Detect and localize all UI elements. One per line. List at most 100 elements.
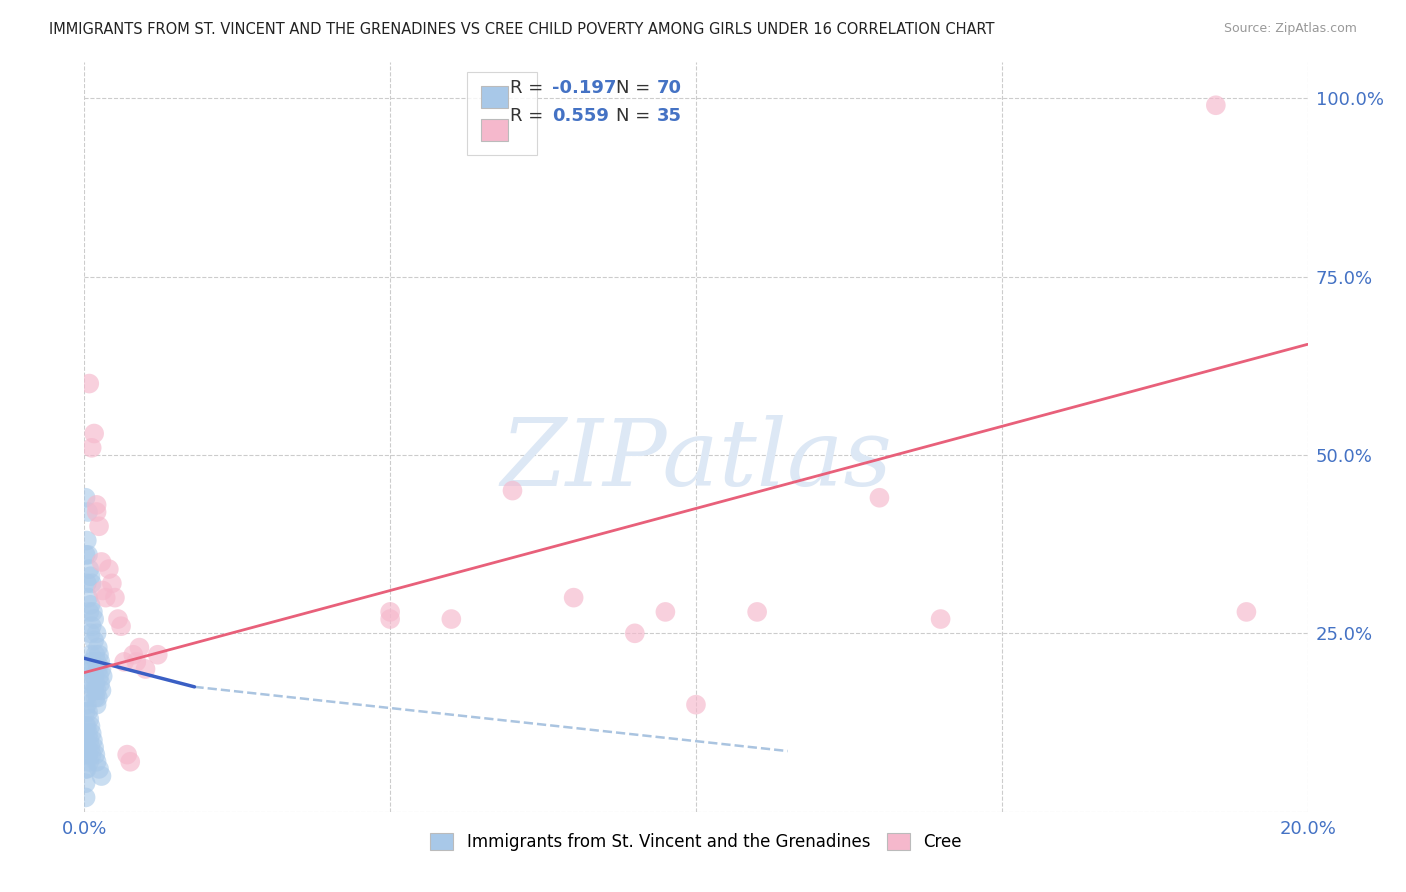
Point	[75, 690, 97, 705]
Point	[747, 605, 769, 619]
Point	[380, 605, 402, 619]
Point	[82, 605, 104, 619]
Point	[80, 655, 103, 669]
Point	[84, 648, 107, 662]
Point	[76, 719, 98, 733]
Point	[79, 719, 101, 733]
Text: ZIPatlas: ZIPatlas	[501, 415, 891, 505]
Point	[86, 683, 108, 698]
Point	[83, 683, 105, 698]
Point	[76, 740, 98, 755]
Point	[79, 740, 101, 755]
Point	[83, 426, 105, 441]
Point	[79, 569, 101, 583]
Point	[1236, 605, 1258, 619]
Point	[86, 626, 108, 640]
Point	[75, 491, 97, 505]
Text: N =: N =	[616, 107, 657, 126]
Point	[87, 762, 110, 776]
Legend: Immigrants from St. Vincent and the Grenadines, Cree: Immigrants from St. Vincent and the Gren…	[422, 825, 970, 860]
Point	[624, 626, 647, 640]
Point	[75, 790, 97, 805]
Point	[112, 655, 135, 669]
Point	[77, 591, 100, 605]
Point	[654, 605, 676, 619]
Point	[75, 762, 97, 776]
Point	[107, 612, 129, 626]
Point	[77, 755, 100, 769]
Text: 35: 35	[657, 107, 682, 126]
Point	[94, 591, 117, 605]
Point	[75, 676, 97, 690]
Point	[77, 376, 100, 391]
Point	[86, 698, 108, 712]
Point	[440, 612, 463, 626]
Point	[75, 719, 97, 733]
Point	[77, 726, 100, 740]
Point	[75, 733, 97, 747]
Text: R =: R =	[510, 78, 548, 97]
Point	[76, 762, 98, 776]
Point	[86, 505, 108, 519]
Point	[115, 747, 138, 762]
Point	[82, 733, 104, 747]
Point	[77, 705, 100, 719]
Point	[83, 740, 105, 755]
Point	[80, 726, 103, 740]
Text: N =: N =	[616, 78, 657, 97]
Point	[87, 690, 110, 705]
Point	[87, 669, 110, 683]
Point	[84, 690, 107, 705]
Text: 0.559: 0.559	[551, 107, 609, 126]
Point	[76, 533, 98, 548]
Text: R =: R =	[510, 107, 548, 126]
Text: -0.197: -0.197	[551, 78, 616, 97]
Point	[77, 733, 100, 747]
Point	[79, 648, 101, 662]
Point	[87, 519, 110, 533]
Text: Source: ZipAtlas.com: Source: ZipAtlas.com	[1223, 22, 1357, 36]
Text: IMMIGRANTS FROM ST. VINCENT AND THE GRENADINES VS CREE CHILD POVERTY AMONG GIRLS: IMMIGRANTS FROM ST. VINCENT AND THE GREN…	[49, 22, 994, 37]
Point	[77, 562, 100, 576]
Point	[90, 769, 112, 783]
Point	[80, 619, 103, 633]
Point	[869, 491, 891, 505]
Point	[125, 655, 148, 669]
Point	[77, 605, 100, 619]
Point	[80, 576, 103, 591]
Point	[90, 683, 112, 698]
Point	[120, 755, 142, 769]
Point	[1205, 98, 1227, 112]
Point	[89, 655, 111, 669]
Point	[122, 648, 145, 662]
Point	[75, 776, 97, 790]
Point	[87, 662, 110, 676]
Point	[97, 562, 120, 576]
Point	[75, 662, 97, 676]
Point	[502, 483, 524, 498]
Point	[83, 633, 105, 648]
Point	[83, 669, 105, 683]
Point	[146, 648, 169, 662]
Point	[87, 640, 110, 655]
Point	[75, 548, 97, 562]
Point	[90, 662, 112, 676]
Point	[86, 655, 108, 669]
Point	[80, 747, 103, 762]
Point	[104, 591, 127, 605]
Point	[80, 441, 103, 455]
Point	[929, 612, 952, 626]
Point	[76, 576, 98, 591]
Point	[135, 662, 157, 676]
Point	[82, 676, 104, 690]
Point	[91, 669, 114, 683]
Point	[128, 640, 150, 655]
Point	[83, 612, 105, 626]
Point	[86, 755, 108, 769]
Point	[101, 576, 124, 591]
Point	[75, 747, 97, 762]
Point	[77, 712, 100, 726]
Point	[79, 598, 101, 612]
Point	[75, 705, 97, 719]
Point	[86, 498, 108, 512]
